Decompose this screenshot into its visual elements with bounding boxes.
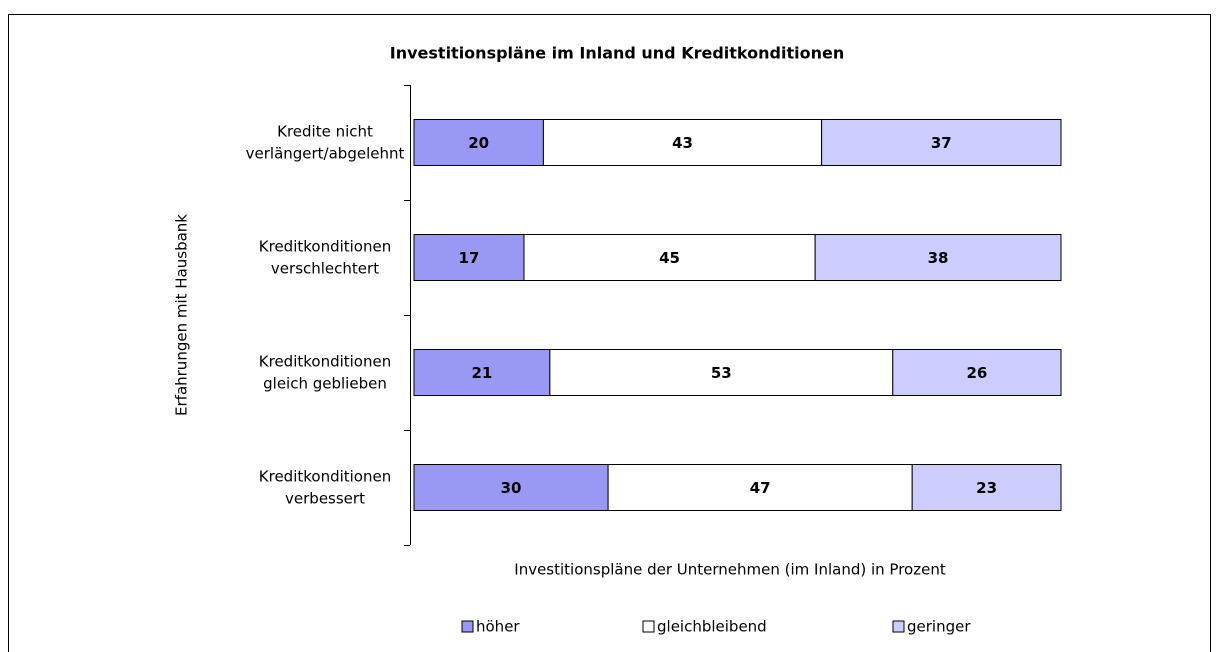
bar-segment: [892, 349, 1062, 396]
legend-label: geringer: [907, 618, 971, 636]
data-label: 37: [931, 134, 952, 152]
data-label: 20: [468, 134, 489, 152]
bar-segment: [542, 119, 823, 166]
data-label: 47: [750, 479, 771, 497]
data-label: 45: [659, 249, 680, 267]
legend-swatch: [892, 620, 905, 633]
bar-segment: [607, 464, 913, 511]
y-tick-label: Kreditkonditionen verbessert: [259, 467, 391, 507]
legend-label: gleichbleibend: [657, 618, 767, 636]
data-label: 21: [471, 364, 492, 382]
bar-segment: [523, 234, 816, 281]
y-tick-label: Kreditkonditionen gleich geblieben: [259, 352, 391, 392]
y-tick-label: Kreditkonditionen verschlechtert: [259, 237, 391, 277]
data-label: 23: [976, 479, 997, 497]
data-label: 17: [459, 249, 480, 267]
bar-segment: [413, 119, 544, 166]
bar-segment: [814, 234, 1062, 281]
legend-swatch: [642, 620, 655, 633]
data-label: 53: [711, 364, 732, 382]
x-axis-label: Investitionspläne der Unternehmen (im In…: [514, 561, 946, 579]
bar-segment: [911, 464, 1062, 511]
data-label: 30: [501, 479, 522, 497]
y-tick-label: Kredite nicht verlängert/abgelehnt: [246, 122, 405, 162]
legend-swatch: [461, 620, 474, 633]
chart-title: Investitionspläne im Inland und Kreditko…: [390, 44, 844, 63]
data-label: 43: [672, 134, 693, 152]
frame: [8, 14, 1211, 652]
bar-segment: [413, 234, 525, 281]
legend-label: höher: [476, 618, 520, 636]
data-label: 38: [928, 249, 949, 267]
y-axis-label: Erfahrungen mit Hausbank: [173, 214, 191, 416]
data-label: 26: [966, 364, 987, 382]
bar-segment: [821, 119, 1062, 166]
